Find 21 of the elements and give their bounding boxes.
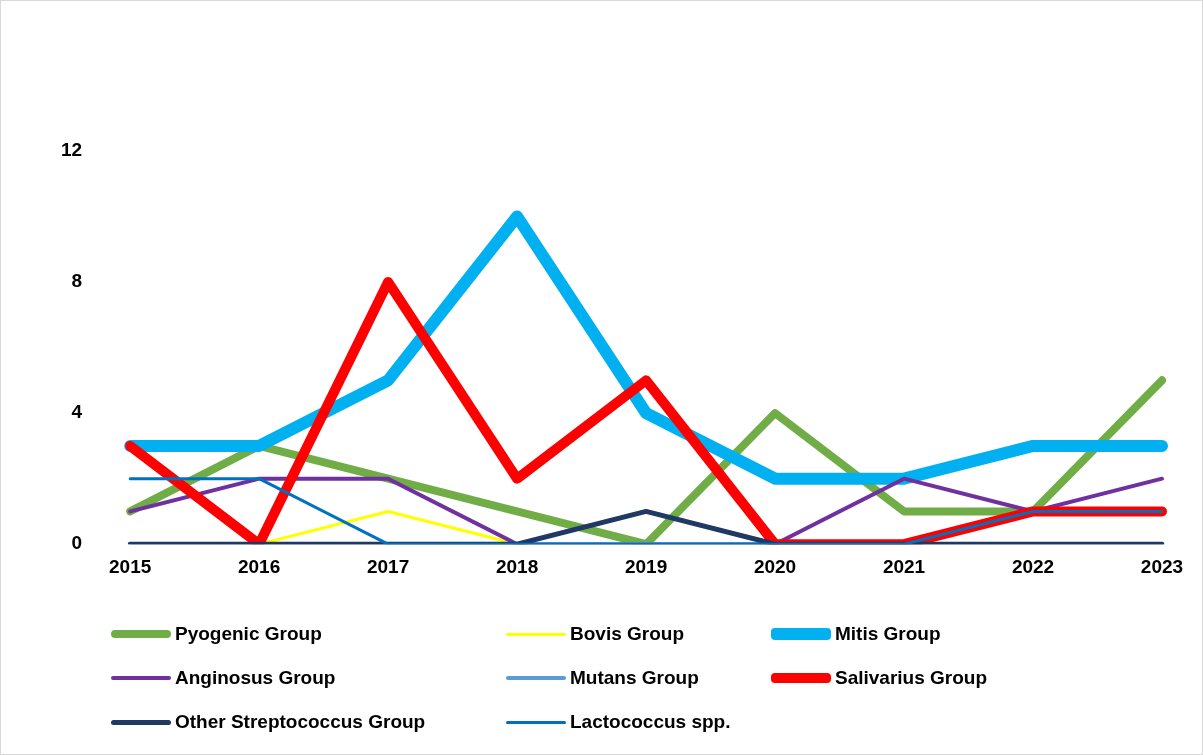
x-tick-label: 2020 [753, 555, 797, 577]
legend-label: Salivarius Group [835, 667, 988, 689]
legend-label: Bovis Group [570, 623, 685, 645]
legend-label: Lactococcus spp. [570, 711, 731, 733]
legend-label: Mutans Group [570, 667, 699, 689]
legend-label: Other Streptococcus Group [175, 711, 426, 733]
legend-label: Pyogenic Group [175, 623, 322, 645]
x-tick-label: 2015 [108, 555, 152, 577]
x-tick-label: 2021 [882, 555, 926, 577]
y-tick-label: 4 [71, 401, 83, 423]
y-tick-label: 0 [71, 532, 83, 554]
x-tick-label: 2016 [237, 555, 281, 577]
x-tick-label: 2022 [1011, 555, 1055, 577]
y-tick-label: 12 [60, 139, 83, 161]
y-tick-label: 8 [71, 270, 83, 292]
x-tick-label: 2023 [1140, 555, 1184, 577]
legend-label: Mitis Group [835, 623, 941, 645]
x-tick-label: 2017 [366, 555, 410, 577]
x-tick-label: 2018 [495, 555, 539, 577]
legend-label: Anginosus Group [175, 667, 336, 689]
x-tick-label: 2019 [624, 555, 668, 577]
